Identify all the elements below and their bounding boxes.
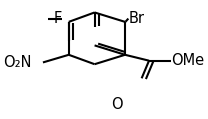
Text: F: F [54, 11, 62, 26]
Text: O₂N: O₂N [3, 55, 32, 70]
Text: OMe: OMe [171, 53, 204, 68]
Text: O: O [111, 97, 123, 112]
Text: Br: Br [129, 11, 145, 26]
